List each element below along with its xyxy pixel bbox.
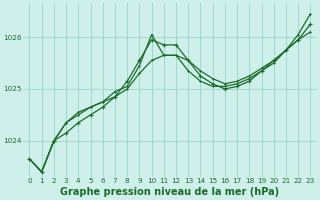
X-axis label: Graphe pression niveau de la mer (hPa): Graphe pression niveau de la mer (hPa) — [60, 187, 279, 197]
